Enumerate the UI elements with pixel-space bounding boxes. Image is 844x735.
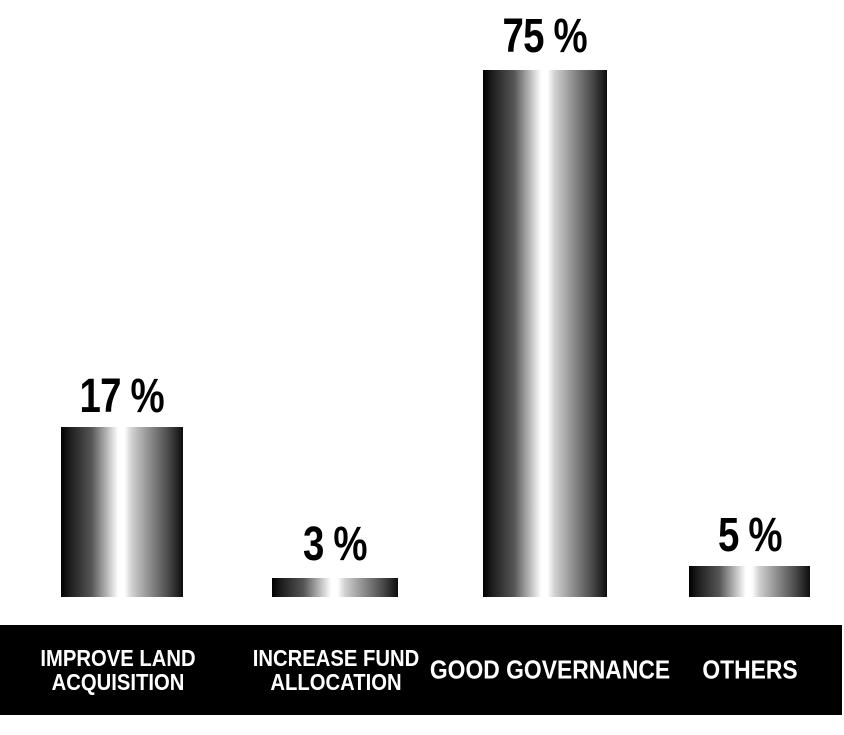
bar-increase-fund-allocation	[272, 578, 398, 597]
bar-value-label: 5 %	[710, 508, 790, 562]
category-label-band: IMPROVE LAND ACQUISITION INCREASE FUND A…	[0, 625, 842, 715]
bar-value-label: 75 %	[492, 9, 597, 63]
bar-value-text: 75 %	[502, 9, 588, 63]
bar-value-text: 3 %	[303, 517, 368, 571]
bar-group-others: 5 %	[689, 508, 810, 597]
category-label-improve-land-acquisition: IMPROVE LAND ACQUISITION	[40, 644, 196, 695]
bar-group-good-governance: 75 %	[483, 9, 607, 597]
category-label-good-governance: GOOD GOVERNANCE	[429, 654, 671, 685]
category-label-increase-fund-allocation: INCREASE FUND ALLOCATION	[252, 644, 420, 695]
category-label-others: OTHERS	[702, 654, 798, 685]
bar-value-text: 17 %	[79, 369, 165, 423]
bar-improve-land-acquisition	[61, 427, 183, 597]
bar-group-improve-land-acquisition: 17 %	[61, 369, 183, 597]
bar-good-governance	[483, 70, 607, 597]
bar-group-increase-fund-allocation: 3 %	[272, 517, 398, 597]
bar-value-label: 3 %	[295, 517, 375, 571]
bar-value-text: 5 %	[717, 508, 783, 562]
bar-value-label: 17 %	[69, 369, 174, 423]
bar-others	[689, 566, 810, 597]
